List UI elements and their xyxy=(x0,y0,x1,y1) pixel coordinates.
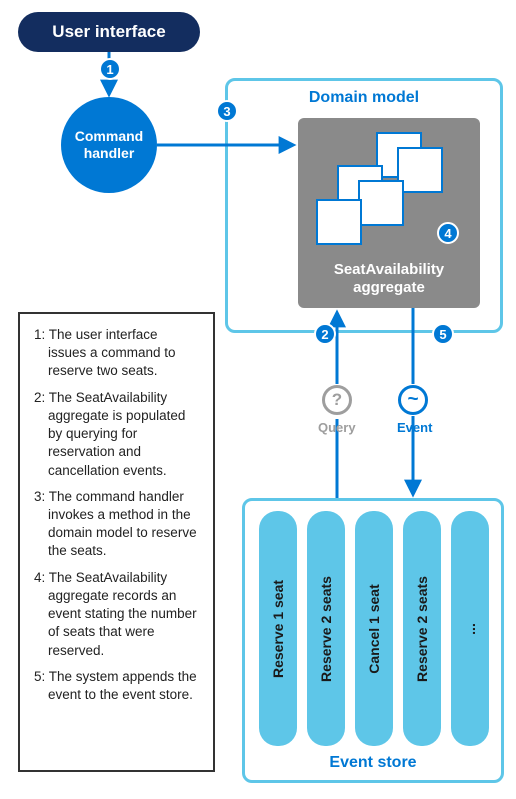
event-label: Event xyxy=(397,420,432,435)
legend-item: 3: The command handler invokes a method … xyxy=(34,488,199,561)
aggregate-paper-icon xyxy=(316,199,362,245)
event-column-label: ... xyxy=(462,623,478,635)
legend-item: 1: The user interface issues a command t… xyxy=(34,326,199,381)
query-icon: ? xyxy=(322,385,352,415)
legend-item: 4: The SeatAvailability aggregate record… xyxy=(34,569,199,660)
event-column: Reserve 2 seats xyxy=(307,511,345,746)
step-badge-4: 4 xyxy=(437,222,459,244)
step-badge-3: 3 xyxy=(216,100,238,122)
event-store-title: Event store xyxy=(245,754,501,772)
step-badge-5: 5 xyxy=(432,323,454,345)
node-command-handler: Commandhandler xyxy=(61,97,157,193)
event-glyph: ~ xyxy=(407,389,418,411)
event-column-label: Reserve 1 seat xyxy=(270,579,286,677)
aggregate-paper-icon xyxy=(358,180,404,226)
event-column: ... xyxy=(451,511,489,746)
event-column-label: Reserve 2 seats xyxy=(318,576,334,682)
node-user-interface: User interface xyxy=(18,12,200,52)
diagram-canvas: User interface Commandhandler Domain mod… xyxy=(0,0,516,799)
event-icon: ~ xyxy=(398,385,428,415)
query-glyph: ? xyxy=(332,390,342,410)
query-label: Query xyxy=(318,420,356,435)
event-column-label: Cancel 1 seat xyxy=(366,584,382,674)
legend-item: 2: The SeatAvailability aggregate is pop… xyxy=(34,389,199,480)
aggregate-label: SeatAvailabilityaggregate xyxy=(298,261,480,299)
event-column: Cancel 1 seat xyxy=(355,511,393,746)
domain-model-title: Domain model xyxy=(228,89,500,107)
event-column: Reserve 2 seats xyxy=(403,511,441,746)
step-badge-2: 2 xyxy=(314,323,336,345)
legend: 1: The user interface issues a command t… xyxy=(18,312,215,772)
event-column-label: Reserve 2 seats xyxy=(414,576,430,682)
step-badge-1: 1 xyxy=(99,58,121,80)
legend-item: 5: The system appends the event to the e… xyxy=(34,668,199,704)
user-interface-label: User interface xyxy=(52,22,165,42)
event-column: Reserve 1 seat xyxy=(259,511,297,746)
command-handler-label: Commandhandler xyxy=(75,128,143,162)
